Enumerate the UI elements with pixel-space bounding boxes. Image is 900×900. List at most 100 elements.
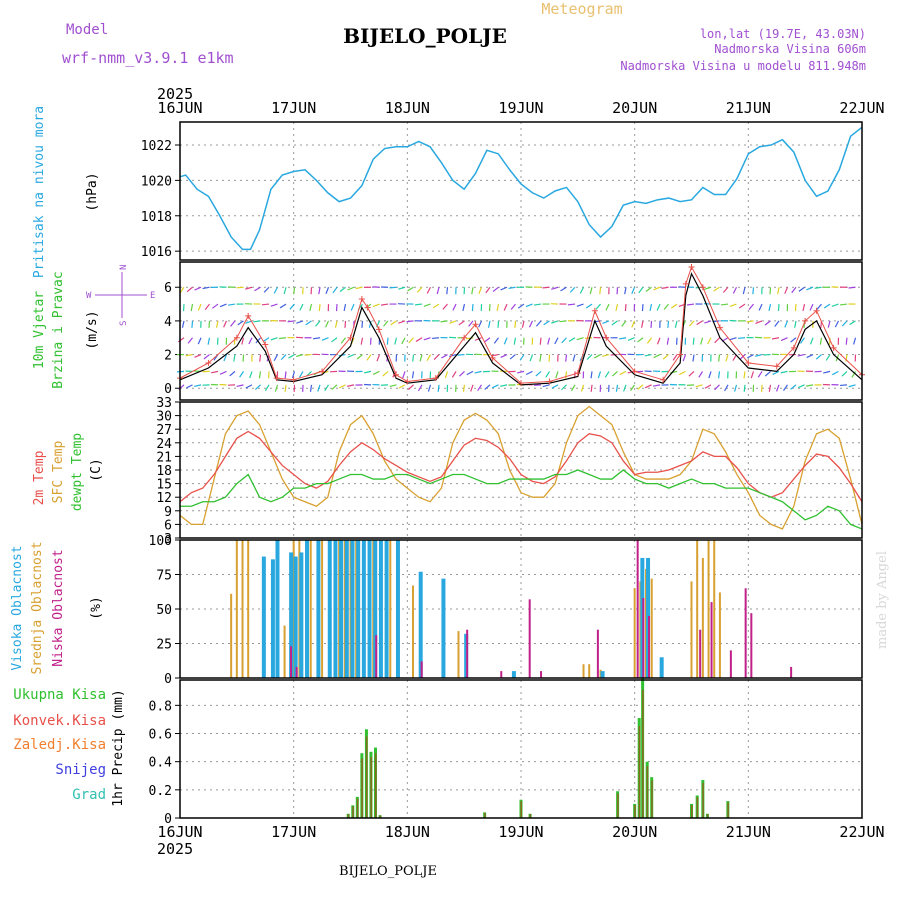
- bottom-date-label: 16JUN: [157, 823, 202, 841]
- cloud-high-bar: [305, 540, 310, 678]
- wind-arrow: [312, 337, 321, 340]
- gust-marker: [682, 280, 689, 287]
- wind-arrow: [437, 384, 440, 392]
- pressure-series: [179, 126, 863, 251]
- wind-arrow: [839, 303, 848, 306]
- wind-arrow: [510, 303, 516, 310]
- wind-arrow: [283, 287, 287, 295]
- wind-arrow: [219, 370, 227, 375]
- wind-arrow: [230, 320, 236, 327]
- wind-arrow: [259, 354, 262, 362]
- gust-marker: [290, 376, 297, 383]
- wind-arrow: [496, 303, 500, 312]
- precip-conv-bar: [347, 814, 350, 818]
- wind-arrow: [743, 384, 746, 392]
- wind-arrow: [331, 384, 338, 390]
- wind-arrow: [645, 286, 652, 292]
- wind-arrow: [722, 286, 729, 293]
- wind-arrow: [186, 286, 193, 293]
- cloud-high-bar: [270, 559, 275, 678]
- wind-arrow: [567, 303, 576, 306]
- wind-arrow: [500, 354, 508, 358]
- cloud-high-bar: [261, 556, 266, 678]
- wind-arrow: [372, 303, 380, 308]
- wind-arrow: [471, 304, 474, 312]
- cloud-low-bar: [710, 602, 713, 678]
- wind-arrow: [263, 286, 270, 293]
- gust-marker: [546, 378, 553, 385]
- wind-arrow: [474, 337, 482, 341]
- wind-arrow: [466, 370, 474, 376]
- y-tick-label: 100: [149, 534, 172, 549]
- wind-arrow: [644, 353, 652, 357]
- lonlat-label: lon,lat (19.7E, 43.03N): [700, 27, 866, 41]
- wind-arrow: [261, 303, 270, 306]
- precip-conv-bar: [361, 758, 363, 818]
- y-tick-label: 6: [164, 518, 172, 533]
- temp-label-sfc: SFC Temp: [51, 441, 66, 504]
- wind-arrow: [678, 370, 686, 376]
- wind-arrow: [551, 286, 559, 290]
- wind-arrow: [458, 370, 465, 377]
- wind-arrow: [254, 384, 261, 391]
- bottom-date-label: 18JUN: [385, 823, 430, 841]
- wind-arrow: [408, 384, 414, 391]
- wind-arrow: [797, 353, 805, 357]
- wind-arrow: [237, 320, 244, 326]
- cloud-mid-bar: [412, 585, 415, 678]
- wind-arrow: [674, 320, 678, 328]
- wind-arrow: [317, 384, 321, 392]
- wind-arrow: [427, 384, 432, 392]
- wind-arrow: [784, 320, 789, 328]
- wind-arrow: [185, 384, 193, 389]
- wind-arrow: [503, 303, 508, 311]
- precip-conv-bar: [370, 757, 372, 818]
- wind-arrow: [324, 384, 330, 392]
- temp-label-2m: 2m Temp: [32, 450, 47, 505]
- wind-arrow: [331, 337, 338, 343]
- wind-arrow: [296, 353, 304, 358]
- precip-conv-bar: [356, 798, 359, 818]
- wind-arrow: [361, 320, 364, 328]
- model-elevation-label: Nadmorska Visina u modelu 811.948m: [620, 59, 866, 73]
- wind-arrow: [748, 303, 754, 310]
- wind-arrow: [738, 303, 746, 309]
- cloud-mid-bar: [230, 593, 233, 678]
- wind-arrow: [389, 286, 397, 289]
- cloud-label-low: Niska Oblacnost: [51, 549, 66, 666]
- y-tick-label: 25: [156, 638, 172, 653]
- compass-e: E: [150, 291, 155, 301]
- wind-arrow: [775, 384, 780, 392]
- wind-arrow: [535, 320, 542, 327]
- wind-arrow: [783, 384, 788, 391]
- wind-arrow: [284, 384, 287, 392]
- wind-arrow: [191, 320, 194, 328]
- wind-arrow: [394, 337, 398, 345]
- cloud-high-bar: [418, 571, 423, 678]
- wind-label-2: Brzina i Pravac: [51, 271, 66, 388]
- wind-arrow: [615, 384, 619, 392]
- cloud-high-bar: [356, 540, 361, 678]
- cloud-low-bar: [375, 635, 378, 678]
- wind-arrow: [797, 384, 805, 389]
- bottom-date-label: 22JUN: [839, 823, 884, 841]
- top-date-label: 17JUN: [271, 99, 316, 117]
- panel-frame: [179, 539, 863, 679]
- cloud-low-bar: [636, 540, 639, 678]
- y-tick-label: 0.4: [149, 756, 173, 771]
- wind-arrow: [599, 287, 602, 295]
- wind-arrow: [474, 370, 482, 374]
- gust-marker: [802, 317, 809, 324]
- cloud-mid-bar: [713, 540, 716, 678]
- wind-arrow: [356, 354, 363, 360]
- precip-conv-bar: [642, 689, 644, 818]
- y-tick-label: 1022: [141, 139, 172, 154]
- meteogram-label: Meteogram: [541, 0, 622, 18]
- wind-arrow: [431, 337, 440, 340]
- wind-arrow: [806, 286, 814, 291]
- wind-arrow: [637, 384, 644, 390]
- wind-arrow: [380, 303, 389, 306]
- cloud-high-bar: [275, 540, 280, 678]
- wind-arrow: [569, 286, 576, 293]
- wind-arrow: [376, 354, 381, 362]
